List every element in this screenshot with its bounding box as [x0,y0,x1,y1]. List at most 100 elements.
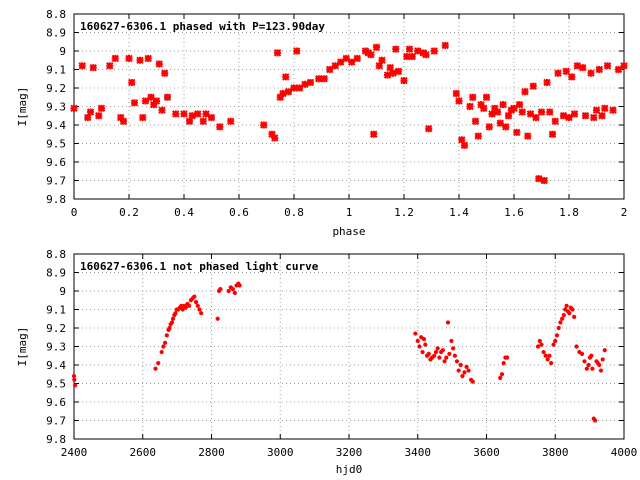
data-point [199,311,204,316]
data-point [326,65,334,74]
x-tick-label: 2800 [198,446,225,459]
data-point [581,112,590,120]
data-point [456,368,461,373]
data-point [451,346,456,351]
data-point [173,311,178,316]
y-tick-label: 9.8 [46,193,66,206]
data-point [433,349,439,355]
y-tick-label: 9.5 [46,138,66,151]
data-point [117,113,125,122]
data-point [561,312,566,318]
data-point [97,104,106,113]
data-point [513,128,521,137]
data-point [499,372,505,377]
y-tick-label: 9.3 [46,341,66,354]
data-point [524,132,532,140]
data-point [420,349,425,355]
x-axis-label: phase [332,225,365,238]
x-tick-label: 0.4 [174,206,194,219]
data-point [471,117,480,126]
data-point [454,359,460,364]
x-tick-label: 0.2 [119,206,139,219]
data-point [539,342,544,347]
data-point [237,283,242,288]
data-point [125,54,133,63]
data-point [540,176,548,185]
data-point [320,75,328,83]
data-point [545,357,550,362]
data-point [400,76,408,85]
data-point [422,50,430,59]
data-point [95,112,103,120]
chart-title: 160627-6306.1 phased with P=123.90day [80,20,325,33]
y-tick-label: 9.6 [46,396,66,409]
data-point [403,52,411,61]
data-point [593,418,598,423]
data-point [295,84,304,92]
data-point [136,56,144,64]
data-point [560,316,565,321]
data-point [579,63,587,72]
data-point [574,344,579,349]
data-point [485,123,493,131]
data-point [452,353,457,358]
data-point [197,307,202,312]
y-tick-label: 9.2 [46,322,66,335]
data-point [579,351,585,357]
data-point [535,174,543,183]
data-point [70,104,78,113]
data-point [477,100,485,109]
data-point [529,82,537,90]
data-point [430,47,438,55]
y-tick-label: 9.4 [46,359,66,372]
data-point [444,355,449,360]
data-point [447,351,452,357]
x-tick-label: 3000 [267,446,294,459]
data-point [273,49,282,57]
data-point [161,69,169,77]
y-tick-label: 9.7 [46,415,66,428]
data-point [480,104,488,113]
data-point [504,112,513,120]
data-point [562,67,570,76]
data-point [535,344,541,349]
data-point [460,141,469,150]
data-point [455,97,463,105]
data-point [462,370,467,375]
y-tick-label: 9.2 [46,82,66,95]
y-tick-label: 9.8 [46,433,66,446]
data-point [72,377,77,382]
data-point [156,361,161,366]
data-point [587,69,595,77]
data-point [195,303,200,308]
data-point [306,78,315,87]
y-tick-label: 9.1 [46,304,66,317]
data-point [556,325,561,331]
data-point [276,93,284,101]
data-point [502,123,510,131]
data-point [128,78,136,87]
data-point [598,368,604,373]
data-point [488,110,496,118]
x-tick-label: 4000 [611,446,638,459]
data-point [180,110,188,118]
data-point [315,75,323,83]
x-tick-label: 3800 [542,446,569,459]
data-point [595,65,603,74]
data-point [482,93,491,101]
data-point [84,113,92,122]
data-point [559,112,568,120]
chart-panel-1: 0 0.2 0.4 0.6 0.8 1 1.2 1.4 1.6 1.8 2 8.8 8.9 9 9.1 9.2… [16,8,628,238]
data-point [188,112,196,120]
data-point [600,357,605,362]
data-point [383,71,392,79]
data-point [553,338,558,344]
data-point [72,383,78,388]
data-point [216,123,224,131]
data-point [582,359,587,364]
data-point [271,134,279,142]
data-point [199,117,207,126]
data-point [441,41,449,50]
data-point [609,106,617,114]
